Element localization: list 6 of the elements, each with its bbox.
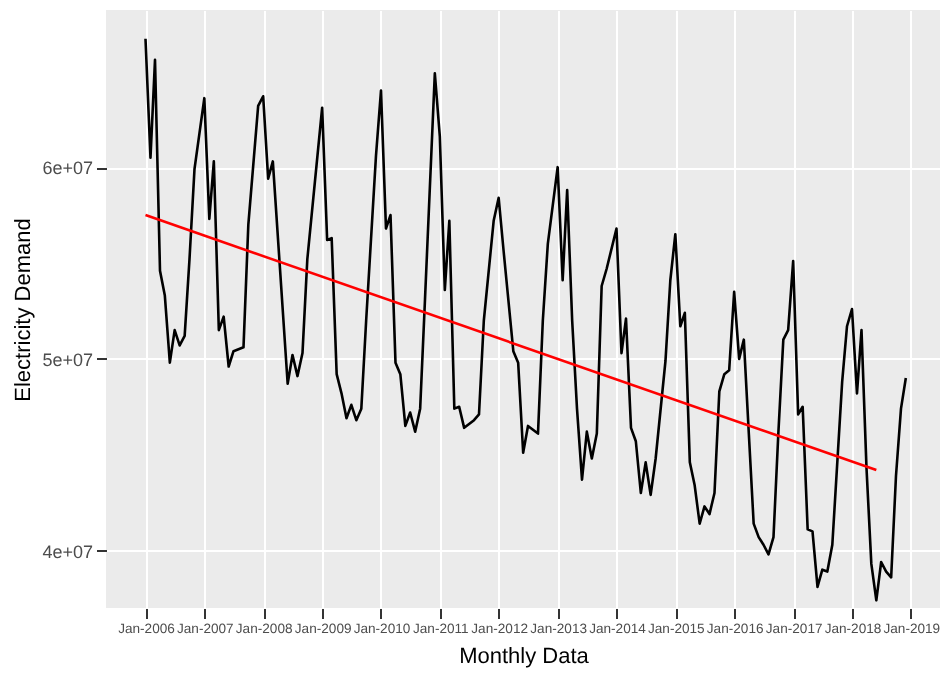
y-axis-title: Electricity Demand — [12, 218, 37, 402]
x-axis-title: Monthly Data — [459, 644, 591, 669]
line-series — [144, 37, 908, 602]
y-tick-label: 4e+07 — [42, 541, 93, 562]
y-tick-label: 5e+07 — [42, 349, 93, 370]
y-tick-label: 6e+07 — [42, 158, 93, 179]
